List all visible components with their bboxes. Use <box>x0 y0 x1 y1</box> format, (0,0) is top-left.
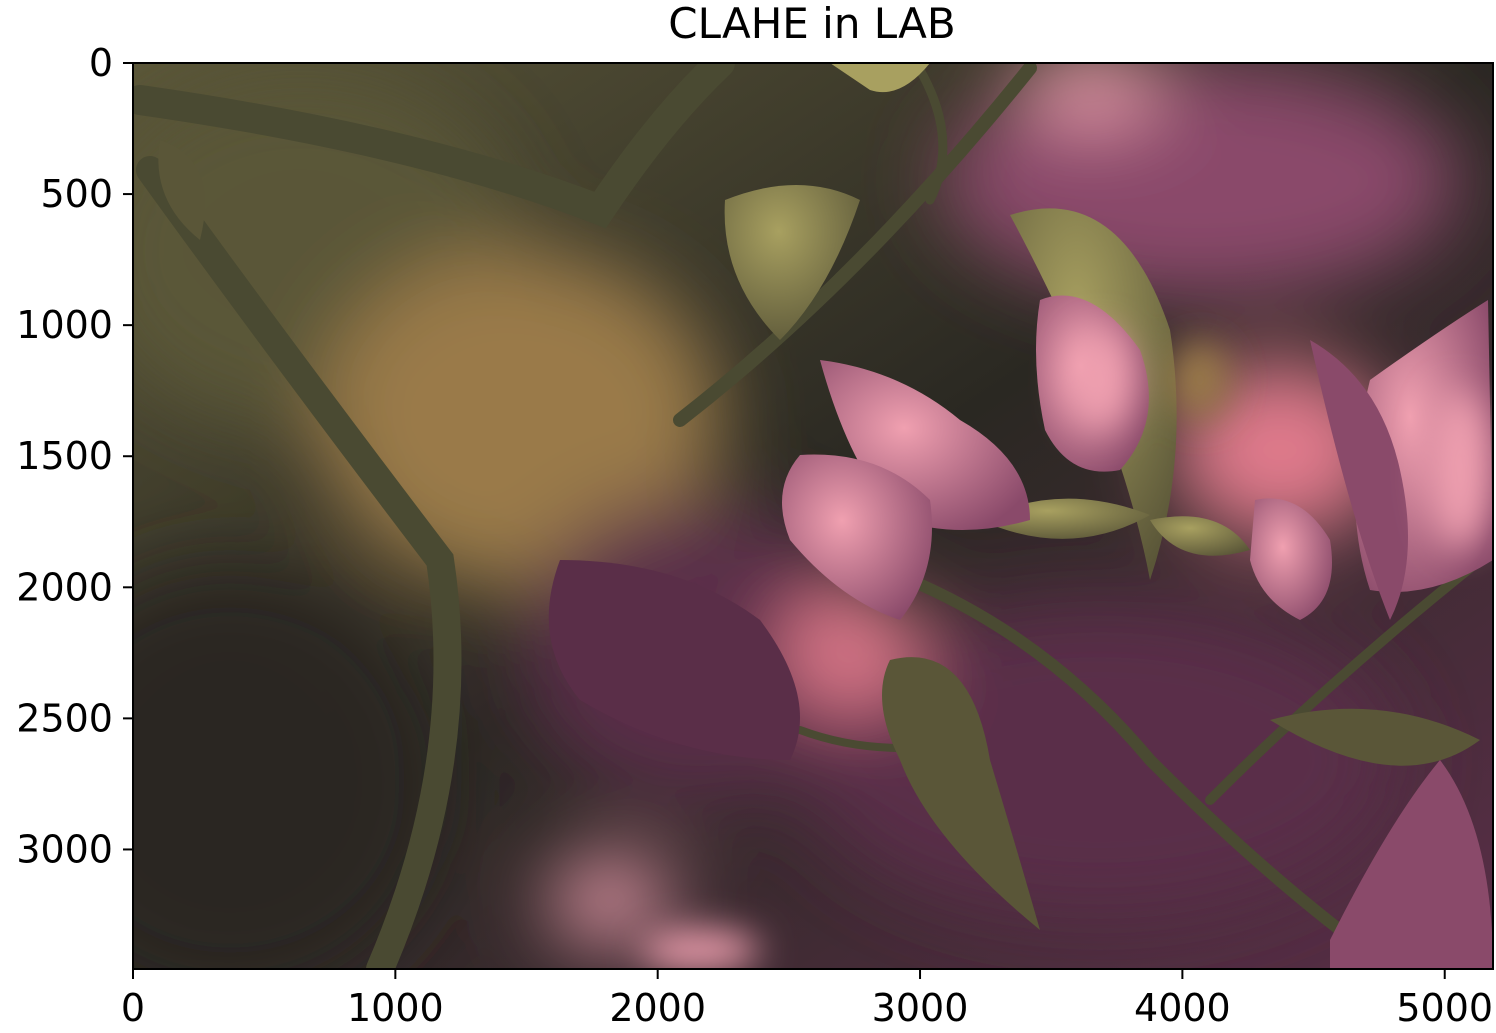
x-tick-label: 2000 <box>609 986 706 1030</box>
y-tick-label: 1000 <box>16 303 113 347</box>
branches <box>133 63 1485 969</box>
y-axis: 0 500 1000 1500 2000 2500 3000 <box>16 41 133 871</box>
x-tick-label: 0 <box>121 986 145 1030</box>
x-tick-label: 3000 <box>872 986 969 1030</box>
y-tick-label: 1500 <box>16 434 113 478</box>
y-tick-label: 2500 <box>16 696 113 740</box>
y-tick-label: 500 <box>40 172 113 216</box>
y-tick-label: 0 <box>89 41 113 85</box>
plot-image <box>133 63 1493 969</box>
axes-frame <box>132 62 1494 970</box>
x-tick-label: 1000 <box>347 986 444 1030</box>
x-tick-label: 4000 <box>1134 986 1231 1030</box>
flowers <box>548 295 1493 969</box>
x-tick-label: 5000 <box>1396 986 1493 1030</box>
highlights <box>640 330 1490 969</box>
x-axis: 0 1000 2000 3000 4000 5000 <box>121 969 1493 1030</box>
y-tick-label: 3000 <box>16 827 113 871</box>
chart-title: CLAHE in LAB <box>668 0 955 48</box>
y-tick-label: 2000 <box>16 565 113 609</box>
